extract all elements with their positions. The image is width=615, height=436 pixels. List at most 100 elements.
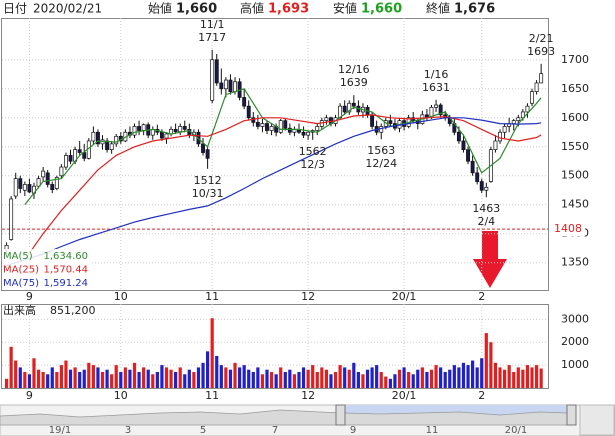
annotation-price: 1693 [527, 45, 555, 58]
candle-body [91, 131, 96, 142]
x-tick-label: 2 [478, 290, 485, 303]
volume-tick-label: 2000 [561, 335, 589, 348]
volume-bar [137, 371, 141, 388]
volume-bar [484, 333, 488, 388]
navigator-label: 7 [272, 425, 278, 436]
navigator-label: 9 [350, 425, 356, 436]
x-tick-label: 10 [114, 389, 128, 402]
legend-name: MA(5) [3, 251, 33, 262]
volume-bar [100, 371, 105, 388]
volume-bar [114, 365, 118, 388]
close: 1,676 [454, 2, 495, 17]
volume-bar [256, 367, 260, 388]
volume-bar [343, 367, 347, 388]
volume-bar [347, 369, 351, 388]
navigator-scroll[interactable] [579, 404, 615, 436]
candle-body [13, 178, 18, 197]
volume-bar [78, 371, 82, 388]
volume-bar [123, 367, 127, 388]
candle-body [242, 97, 247, 107]
volume-bar [416, 369, 420, 388]
volume-bar [196, 367, 201, 388]
candle-body [255, 122, 260, 127]
candle-body [315, 126, 320, 131]
candle-body [22, 184, 27, 191]
volume-bar [219, 365, 223, 388]
legend-name: MA(75) [3, 278, 39, 289]
ma-line [6, 117, 542, 267]
candle-body [324, 117, 329, 122]
volume-bar [224, 367, 228, 388]
y-tick-label: 1600 [561, 111, 589, 124]
volume-bar [32, 358, 36, 388]
volume-bar [329, 374, 333, 388]
volume-bar [539, 368, 543, 388]
legend-value: 1,634.60 [43, 251, 88, 262]
x-tick-label: 20/1 [392, 389, 417, 402]
volume-bar [370, 367, 374, 388]
volume-frame [1, 304, 549, 389]
volume-bar [59, 365, 63, 388]
annotation-date: 1/16 [424, 68, 449, 81]
open: 1,660 [176, 2, 217, 17]
date: 2020/02/21 [33, 2, 102, 16]
volume-bar [183, 374, 187, 388]
volume-bar [87, 362, 91, 388]
x-tick-label: 10 [114, 290, 128, 303]
ma-line [24, 88, 542, 206]
volume-bar [274, 374, 278, 388]
candle-body [269, 126, 274, 131]
candle-body [105, 140, 110, 151]
volume-bar [411, 374, 415, 388]
candle-body [438, 104, 443, 116]
candle-body [434, 104, 439, 108]
volume-bar [333, 371, 338, 388]
candle-body [539, 73, 544, 84]
volume-bar [164, 367, 169, 388]
candle-body [201, 143, 205, 153]
x-tick-label: 9 [26, 290, 33, 303]
candle-body [45, 172, 50, 185]
volume-bar [27, 374, 32, 388]
navigator-label: 11 [426, 425, 439, 436]
volume-bar [402, 367, 406, 388]
navigator-handle[interactable] [566, 404, 577, 426]
annotation-price: 1631 [422, 81, 450, 94]
volume-bar [68, 369, 73, 388]
candle-body [214, 59, 219, 84]
navigator-handle[interactable] [335, 404, 346, 426]
low-label: 安値 [333, 1, 357, 16]
x-tick-label: 9 [26, 389, 33, 402]
candle-body [9, 198, 14, 240]
volume-bar [297, 371, 301, 388]
volume-bar [315, 371, 319, 388]
volume-bar [260, 374, 265, 388]
candle-body [228, 79, 233, 93]
volume-bar [4, 378, 9, 388]
candle-body [41, 170, 46, 178]
y-tick-label: 1700 [561, 53, 589, 66]
volume-bar [155, 371, 159, 388]
candle-body [351, 102, 356, 107]
volume-bar [443, 371, 447, 388]
ma-line [24, 114, 542, 261]
volume-bar [50, 367, 54, 388]
candle-body [388, 120, 393, 124]
x-tick-label: 20/1 [392, 290, 417, 303]
close-label: 終値 [426, 1, 450, 16]
x-tick-label: 12 [301, 290, 315, 303]
volume-bar [265, 369, 269, 388]
candle-body [132, 126, 137, 136]
candle-body [479, 181, 484, 191]
candle-body [283, 120, 288, 129]
volume-bar [169, 369, 173, 388]
volume-bar [242, 365, 246, 388]
x-tick-label: 12 [301, 389, 315, 402]
candle-body [530, 91, 534, 104]
annotation-date: 12/3 [300, 158, 325, 171]
annotation-date: 11/1 [200, 18, 225, 31]
candle-body [173, 129, 178, 133]
volume-bar [119, 371, 123, 388]
candle-body [456, 131, 461, 142]
volume-bar [269, 371, 274, 388]
